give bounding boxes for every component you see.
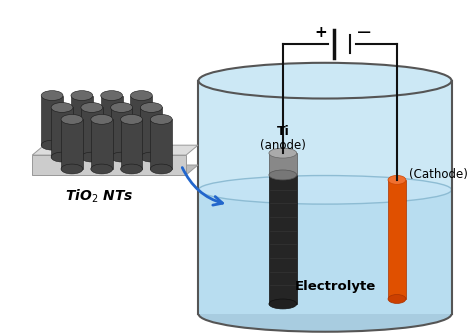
- Ellipse shape: [150, 115, 172, 124]
- Bar: [140, 108, 162, 157]
- Bar: [110, 108, 132, 157]
- Ellipse shape: [71, 140, 93, 150]
- Text: TiO$_2$ NTs: TiO$_2$ NTs: [65, 188, 134, 205]
- Ellipse shape: [81, 103, 103, 112]
- Ellipse shape: [91, 164, 113, 174]
- Bar: [71, 96, 93, 145]
- Text: Ti: Ti: [276, 125, 289, 138]
- Ellipse shape: [269, 148, 297, 158]
- Polygon shape: [32, 155, 186, 175]
- Bar: [81, 108, 103, 157]
- Text: Electrolyte: Electrolyte: [294, 280, 375, 293]
- Ellipse shape: [91, 115, 113, 124]
- Bar: [101, 96, 123, 145]
- Bar: [91, 119, 113, 169]
- Bar: [269, 175, 297, 304]
- Ellipse shape: [101, 140, 123, 150]
- Ellipse shape: [199, 63, 452, 99]
- Bar: [51, 108, 73, 157]
- Text: (anode): (anode): [260, 139, 306, 152]
- Ellipse shape: [41, 140, 63, 150]
- Ellipse shape: [51, 152, 73, 162]
- Ellipse shape: [71, 91, 93, 101]
- Ellipse shape: [269, 299, 297, 309]
- Text: (Cathode): (Cathode): [409, 168, 468, 181]
- Bar: [41, 96, 63, 145]
- Ellipse shape: [150, 164, 172, 174]
- Bar: [150, 119, 172, 169]
- Ellipse shape: [61, 115, 83, 124]
- Ellipse shape: [140, 103, 162, 112]
- Bar: [388, 180, 406, 299]
- Bar: [130, 96, 152, 145]
- Ellipse shape: [51, 103, 73, 112]
- Ellipse shape: [110, 152, 132, 162]
- Ellipse shape: [199, 176, 452, 204]
- FancyArrowPatch shape: [182, 168, 223, 205]
- Ellipse shape: [41, 91, 63, 101]
- Ellipse shape: [120, 164, 142, 174]
- FancyBboxPatch shape: [199, 81, 452, 314]
- Ellipse shape: [269, 170, 297, 180]
- Ellipse shape: [140, 152, 162, 162]
- Ellipse shape: [110, 103, 132, 112]
- Bar: [61, 119, 83, 169]
- Ellipse shape: [388, 175, 406, 184]
- Text: +: +: [314, 24, 327, 39]
- Bar: [120, 119, 142, 169]
- Ellipse shape: [388, 295, 406, 304]
- Text: −: −: [356, 22, 373, 41]
- Ellipse shape: [130, 140, 152, 150]
- Ellipse shape: [199, 296, 452, 332]
- Ellipse shape: [61, 164, 83, 174]
- FancyBboxPatch shape: [199, 190, 452, 314]
- Ellipse shape: [101, 91, 123, 101]
- Ellipse shape: [130, 91, 152, 101]
- Ellipse shape: [81, 152, 103, 162]
- Polygon shape: [32, 165, 198, 175]
- Polygon shape: [32, 145, 198, 155]
- Ellipse shape: [120, 115, 142, 124]
- Bar: [269, 153, 297, 175]
